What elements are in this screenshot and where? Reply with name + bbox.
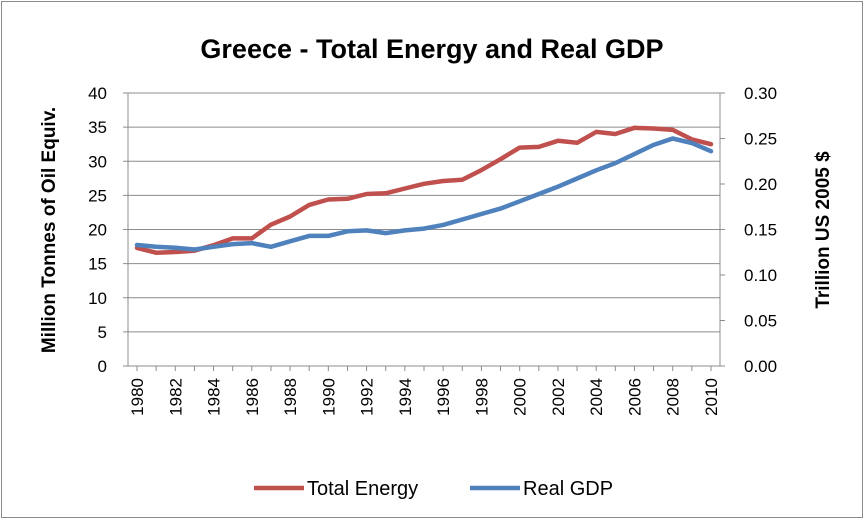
y2-tick-label: 0.30 <box>744 84 777 103</box>
y2-tick-label: 0.00 <box>744 357 777 376</box>
y-tick-label: 5 <box>98 323 107 342</box>
y2-tick-label: 0.05 <box>744 312 777 331</box>
y-tick-label: 0 <box>98 357 107 376</box>
tick-labels: 0 5 10 15 20 25 30 35 40 0.00 0.05 0.10 0.15 0.20 0.25… <box>88 84 777 416</box>
y2-tick-label: 0.10 <box>744 266 777 285</box>
axes <box>123 92 725 371</box>
x-tick-label: 1996 <box>434 378 453 416</box>
x-tick-label: 1984 <box>205 378 224 416</box>
real-gdp-line <box>134 136 714 252</box>
total-energy-line <box>134 125 714 255</box>
y-tick-label: 10 <box>88 289 107 308</box>
x-tick-label: 1994 <box>396 378 415 416</box>
total-energy-legend-label: Total Energy <box>307 478 418 500</box>
y2-tick-label: 0.15 <box>744 221 777 240</box>
x-tick-label: 2002 <box>549 378 568 416</box>
y-tick-label: 30 <box>88 152 107 171</box>
x-tick-label: 2010 <box>702 378 721 416</box>
x-tick-label: 1980 <box>128 378 147 416</box>
x-tick-label: 1990 <box>319 378 338 416</box>
x-tick-label: 1986 <box>243 378 262 416</box>
x-tick-label: 2000 <box>511 378 530 416</box>
y-tick-label: 25 <box>88 186 107 205</box>
y-axis-title: Million Tonnes of Oil Equiv. <box>39 107 60 353</box>
legend: Total Energy Real GDP <box>254 478 613 500</box>
y2-tick-label: 0.20 <box>744 175 777 194</box>
real-gdp-legend-label: Real GDP <box>523 478 613 500</box>
series-lines <box>134 125 714 255</box>
x-tick-label: 1992 <box>358 378 377 416</box>
y2-axis-title: Trillion US 2005 $ <box>813 151 834 309</box>
x-tick-label: 2006 <box>625 378 644 416</box>
chart-title: Greece - Total Energy and Real GDP <box>200 34 663 64</box>
y-tick-label: 40 <box>88 84 107 103</box>
y2-tick-label: 0.25 <box>744 130 777 149</box>
x-tick-label: 2008 <box>664 378 683 416</box>
y-tick-label: 15 <box>88 255 107 274</box>
y-tick-label: 35 <box>88 118 107 137</box>
x-tick-label: 1998 <box>472 378 491 416</box>
x-tick-label: 1982 <box>166 378 185 416</box>
y-tick-label: 20 <box>88 221 107 240</box>
x-tick-label: 2004 <box>587 378 606 416</box>
x-tick-label: 1988 <box>281 378 300 416</box>
